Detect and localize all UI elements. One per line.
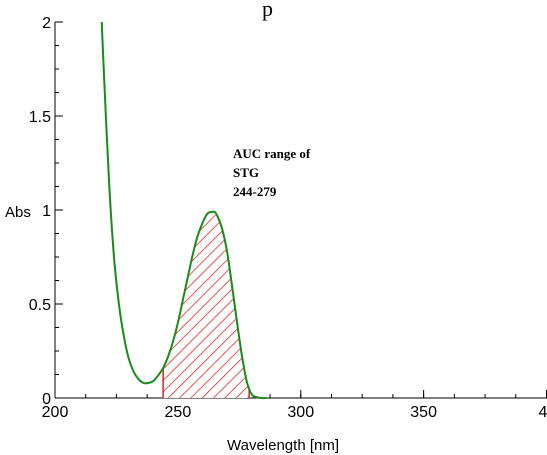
- plot-area: 2002503003504000.511.52: [29, 15, 547, 421]
- annotation-line-3: 244-279: [233, 184, 277, 199]
- y-tick-label: 0.5: [29, 297, 51, 314]
- annotation-line-1: AUC range of: [233, 146, 311, 161]
- x-tick-label: 350: [410, 404, 437, 421]
- y-axis-title: Abs: [5, 204, 31, 221]
- y-tick-label: 0: [42, 391, 51, 408]
- x-tick-label: 40: [539, 404, 547, 421]
- y-tick-label: 1.5: [29, 109, 51, 126]
- x-axis-title: Wavelength [nm]: [227, 437, 339, 454]
- x-tick-label: 300: [287, 404, 314, 421]
- auc-shaded-region: [163, 211, 250, 398]
- y-tick-label: 1: [42, 203, 51, 220]
- x-tick-label: 250: [165, 404, 192, 421]
- y-tick-label: 2: [42, 15, 51, 32]
- spectrum-line: [100, 21, 267, 400]
- annotation-line-2: STG: [233, 165, 259, 180]
- x-tick-label: 200: [42, 404, 69, 421]
- annotation: AUC range of STG 244-279: [233, 146, 311, 199]
- top-text-fragment: p: [262, 0, 273, 21]
